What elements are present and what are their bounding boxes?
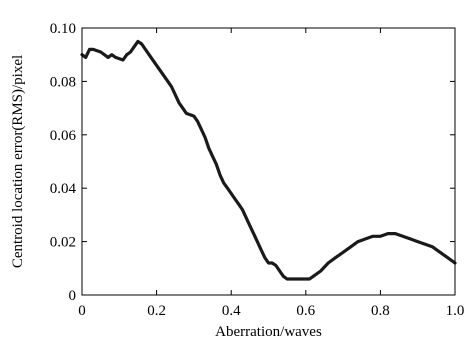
x-axis-ticks: 0 0.2 0.4 0.6 0.8 1.0 — [78, 28, 464, 319]
x-tick-label: 0.8 — [371, 303, 390, 319]
y-tick-label: 0.08 — [50, 74, 76, 90]
y-tick-label: 0.10 — [50, 21, 76, 37]
y-tick-label: 0.06 — [50, 128, 77, 144]
x-tick-label: 1.0 — [446, 303, 465, 319]
y-axis-ticks: 0 0.02 0.04 0.06 0.08 0.10 — [50, 21, 455, 304]
y-tick-label: 0.04 — [50, 181, 77, 197]
x-tick-label: 0 — [78, 303, 86, 319]
y-axis-label: Centroid location error(RMS)/pixel — [10, 55, 26, 268]
y-tick-label: 0.02 — [50, 235, 76, 251]
series-line — [80, 39, 457, 281]
y-tick-label: 0 — [69, 288, 77, 304]
x-tick-label: 0.6 — [296, 303, 315, 319]
x-tick-label: 0.2 — [147, 303, 166, 319]
plot-frame — [81, 27, 456, 296]
x-tick-label: 0.4 — [222, 303, 241, 319]
x-axis-label: Aberration/waves — [215, 324, 322, 340]
